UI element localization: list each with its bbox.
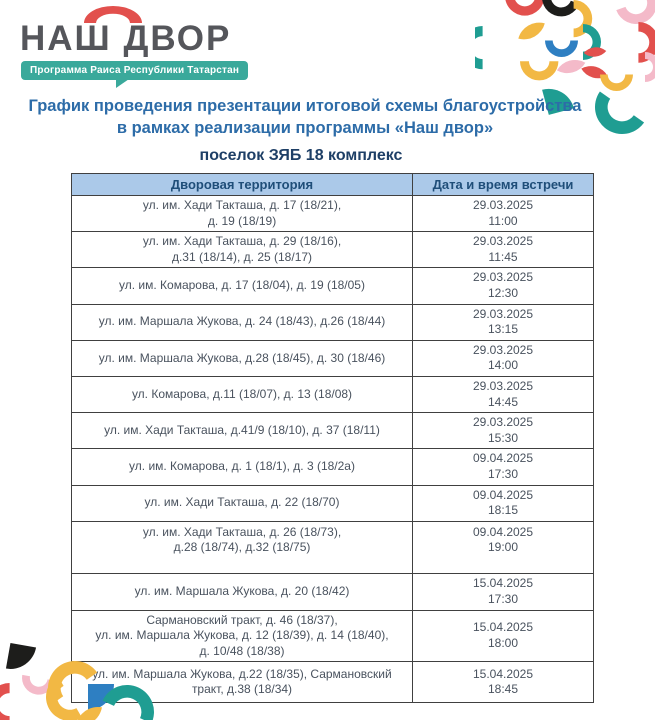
territory-cell: ул. им. Хади Такташа, д. 22 (18/70): [71, 484, 413, 522]
territory-cell: ул. им. Маршала Жукова, д. 20 (18/42): [71, 572, 413, 611]
datetime-cell: 09.04.2025 18:15: [412, 484, 594, 522]
column-header-datetime: Дата и время встречи: [412, 173, 594, 196]
date-text: 29.03.2025: [472, 306, 534, 321]
date-text: 09.04.2025: [472, 524, 534, 539]
page-title-line1: График проведения презентации итоговой с…: [28, 97, 582, 115]
table-row: ул. им. Хади Такташа, д. 29 (18/16), д.3…: [71, 231, 594, 269]
territory-cell: ул. им. Комарова, д. 1 (18/1), д. 3 (18/…: [71, 448, 413, 486]
table-row: ул. им. Маршала Жукова, д. 20 (18/42) 15…: [71, 572, 594, 611]
time-text: 14:00: [487, 358, 519, 373]
table-row: ул. им. Хади Такташа, д.41/9 (18/10), д.…: [71, 412, 594, 450]
ornament-bottom-left: [0, 642, 163, 720]
page-title-line2: в рамках реализации программы «Наш двор»: [116, 119, 494, 138]
district-subtitle: поселок ЗЯБ 18 комплекс: [199, 147, 403, 164]
time-text: 19:00: [487, 540, 519, 555]
table-header-row: Дворовая территория Дата и время встречи: [71, 173, 594, 196]
time-text: 17:30: [487, 591, 519, 606]
time-text: 17:30: [487, 466, 519, 481]
datetime-cell: 29.03.2025 11:45: [412, 231, 594, 269]
time-text: 18:45: [487, 682, 519, 697]
datetime-cell: 09.04.2025 17:30: [412, 448, 594, 486]
datetime-cell: 09.04.2025 19:00: [412, 520, 594, 574]
date-text: 29.03.2025: [472, 342, 534, 357]
table-row: ул. им. Маршала Жукова, д.28 (18/45), д.…: [71, 339, 594, 377]
time-text: 14:45: [487, 394, 519, 409]
territory-cell: ул. им. Комарова, д. 17 (18/04), д. 19 (…: [71, 267, 413, 305]
time-text: 13:15: [487, 322, 519, 337]
datetime-cell: 29.03.2025 12:30: [412, 267, 594, 305]
date-text: 15.04.2025: [472, 620, 534, 635]
date-text: 29.03.2025: [472, 378, 534, 393]
date-text: 29.03.2025: [472, 234, 534, 249]
territory-cell: ул. им. Хади Такташа, д. 29 (18/16), д.3…: [71, 231, 413, 269]
date-text: 15.04.2025: [472, 576, 534, 591]
table-row: ул. им. Комарова, д. 1 (18/1), д. 3 (18/…: [71, 448, 594, 486]
territory-cell: ул. им. Хади Такташа, д.41/9 (18/10), д.…: [71, 412, 413, 450]
page-title: График проведения презентации итоговой с…: [5, 95, 605, 140]
date-text: 29.03.2025: [472, 198, 534, 212]
column-header-territory: Дворовая территория: [71, 173, 413, 196]
date-text: 09.04.2025: [472, 451, 534, 466]
time-text: 15:30: [487, 430, 519, 445]
datetime-cell: 29.03.2025 11:00: [412, 194, 594, 233]
datetime-cell: 29.03.2025 13:15: [412, 303, 594, 341]
time-text: 18:00: [487, 636, 519, 651]
logo-badge-tail: [116, 79, 129, 88]
datetime-cell: 29.03.2025 14:00: [412, 339, 594, 377]
table-row: Сармановский тракт, д. 46 (18/37), ул. и…: [71, 609, 594, 663]
territory-cell: ул. им. Хади Такташа, д. 17 (18/21), д. …: [71, 194, 413, 233]
territory-cell: ул. им. Маршала Жукова, д.28 (18/45), д.…: [71, 339, 413, 377]
datetime-cell: 15.04.2025 18:00: [412, 609, 594, 663]
datetime-cell: 29.03.2025 15:30: [412, 412, 594, 450]
date-text: 29.03.2025: [472, 270, 534, 285]
date-text: 09.04.2025: [472, 487, 534, 502]
time-text: 12:30: [487, 285, 519, 300]
schedule-table: Дворовая территория Дата и время встречи…: [71, 173, 594, 704]
table-row: ул. им. Хади Такташа, д. 17 (18/21), д. …: [71, 194, 594, 233]
logo-badge: Программа Раиса Республики Татарстан: [21, 61, 249, 80]
date-text: 15.04.2025: [472, 666, 534, 681]
territory-cell: ул. им. Хади Такташа, д. 26 (18/73), д.2…: [71, 520, 413, 574]
logo-title: НАШ ДВОР: [20, 19, 232, 58]
table-row: ул. Комарова, д.11 (18/07), д. 13 (18/08…: [71, 375, 594, 414]
table-row: ул. им. Хади Такташа, д. 22 (18/70) 09.0…: [71, 484, 594, 522]
time-text: 11:45: [488, 249, 518, 264]
table-row: ул. им. Хади Такташа, д. 26 (18/73), д.2…: [71, 520, 594, 574]
territory-cell: ул. Комарова, д.11 (18/07), д. 13 (18/08…: [71, 375, 413, 414]
territory-cell: ул. им. Маршала Жукова, д. 24 (18/43), д…: [71, 303, 413, 341]
datetime-cell: 15.04.2025 17:30: [412, 572, 594, 611]
logo-red-arc-icon: [84, 6, 142, 23]
table-row: ул. им. Маршала Жукова, д. 24 (18/43), д…: [71, 303, 594, 341]
datetime-cell: 15.04.2025 18:45: [412, 661, 594, 704]
table-row: ул. им. Комарова, д. 17 (18/04), д. 19 (…: [71, 267, 594, 305]
datetime-cell: 29.03.2025 14:45: [412, 375, 594, 414]
time-text: 18:15: [487, 503, 519, 518]
territory-cell: Сармановский тракт, д. 46 (18/37), ул. и…: [71, 609, 413, 663]
date-text: 29.03.2025: [472, 415, 534, 430]
time-text: 11:00: [488, 213, 518, 228]
